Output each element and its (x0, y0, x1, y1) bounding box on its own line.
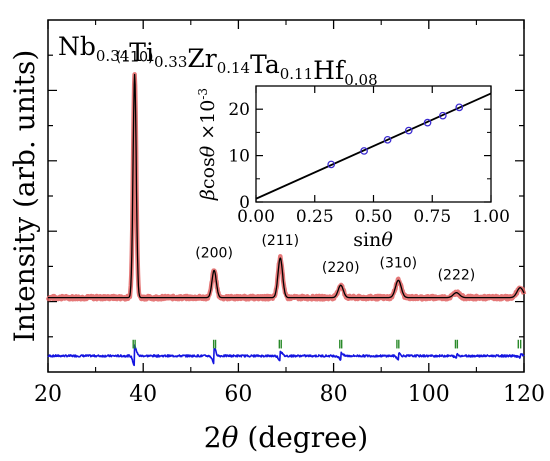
composition-formula: Nb0.34Ti0.33Zr0.14Ta0.11Hf0.08 (58, 32, 378, 89)
peak-label: (110) (116, 50, 154, 66)
inset-tick-labels: 0.00 0.25 0.50 0.75 1.00 0 10 20 (228, 100, 510, 227)
inset-x-tick-label: 0.00 (237, 207, 275, 227)
x-tick-label: 100 (408, 382, 450, 407)
peak-label: (211) (261, 233, 299, 249)
inset-data-point (438, 111, 447, 120)
formula-element: Zr (187, 44, 216, 73)
x-tick-label: 20 (34, 382, 62, 407)
x-tick-label: 60 (224, 382, 252, 407)
inset-ticks (255, 86, 492, 203)
inset-y-axis-label: βcosθ ×10-3 (196, 88, 219, 201)
main-x-ticks (47, 20, 525, 372)
formula-element: Nb (58, 32, 96, 61)
peak-label: (220) (322, 260, 360, 276)
inset-x-axis-label: sinθ (353, 229, 393, 251)
main-plot: 20 40 60 80 100 120 (110)(200)(211)(220) (310)… (34, 19, 545, 407)
inset-y-tick-label: 0 (239, 193, 250, 213)
formula-subscript: 0.34 (96, 47, 129, 65)
x-tick-label: 80 (320, 382, 348, 407)
peak-label: (200) (195, 245, 233, 261)
formula-subscript: 0.11 (280, 65, 313, 83)
peak-labels: (110) (200) (211) (220) (310) (222) (116, 50, 475, 284)
inset-x-tick-label: 0.75 (413, 207, 451, 227)
formula-subscript: 0.08 (344, 71, 377, 89)
formula-subscript: 0.33 (154, 53, 187, 71)
main-x-tick-labels: 20 40 60 80 100 120 (34, 382, 545, 407)
formula-element: Ti (129, 38, 154, 67)
inset-linear-fit-line (255, 92, 492, 200)
peak-label: (310) (380, 255, 418, 271)
calculated-series-line (47, 73, 525, 299)
inset-data-point (383, 135, 392, 144)
inset-plot-frame (255, 85, 492, 203)
inset-data-point (360, 147, 368, 155)
inset-data-point (455, 103, 464, 112)
difference-series-line (47, 344, 525, 367)
bragg-position-ticks (132, 339, 522, 349)
inset-data-point (423, 118, 432, 127)
x-tick-label: 120 (503, 382, 545, 407)
formula-subscript: 0.14 (217, 59, 250, 77)
inset-x-tick-label: 0.25 (296, 207, 334, 227)
x-tick-label: 40 (129, 382, 157, 407)
main-y-axis-label: Intensity (arb. units) (8, 50, 41, 343)
inset-data-point (404, 126, 413, 135)
inset-y-tick-label: 10 (228, 147, 250, 167)
inset-data-points (327, 103, 464, 169)
inset-data-point (327, 160, 336, 169)
inset-y-tick-label: 20 (228, 100, 250, 120)
main-x-axis-label: 2θ (degree) (204, 421, 368, 454)
inset-plot: 0.00 0.25 0.50 0.75 1.00 0 10 20 sinθ βcosθ ×10… (196, 85, 510, 251)
formula-element: Ta (250, 50, 280, 79)
formula-element: Hf (313, 56, 346, 85)
inset-x-tick-label: 1.00 (472, 207, 510, 227)
peak-label: (222) (438, 268, 476, 284)
inset-x-tick-label: 0.50 (355, 207, 393, 227)
main-y-ticks (48, 54, 524, 338)
